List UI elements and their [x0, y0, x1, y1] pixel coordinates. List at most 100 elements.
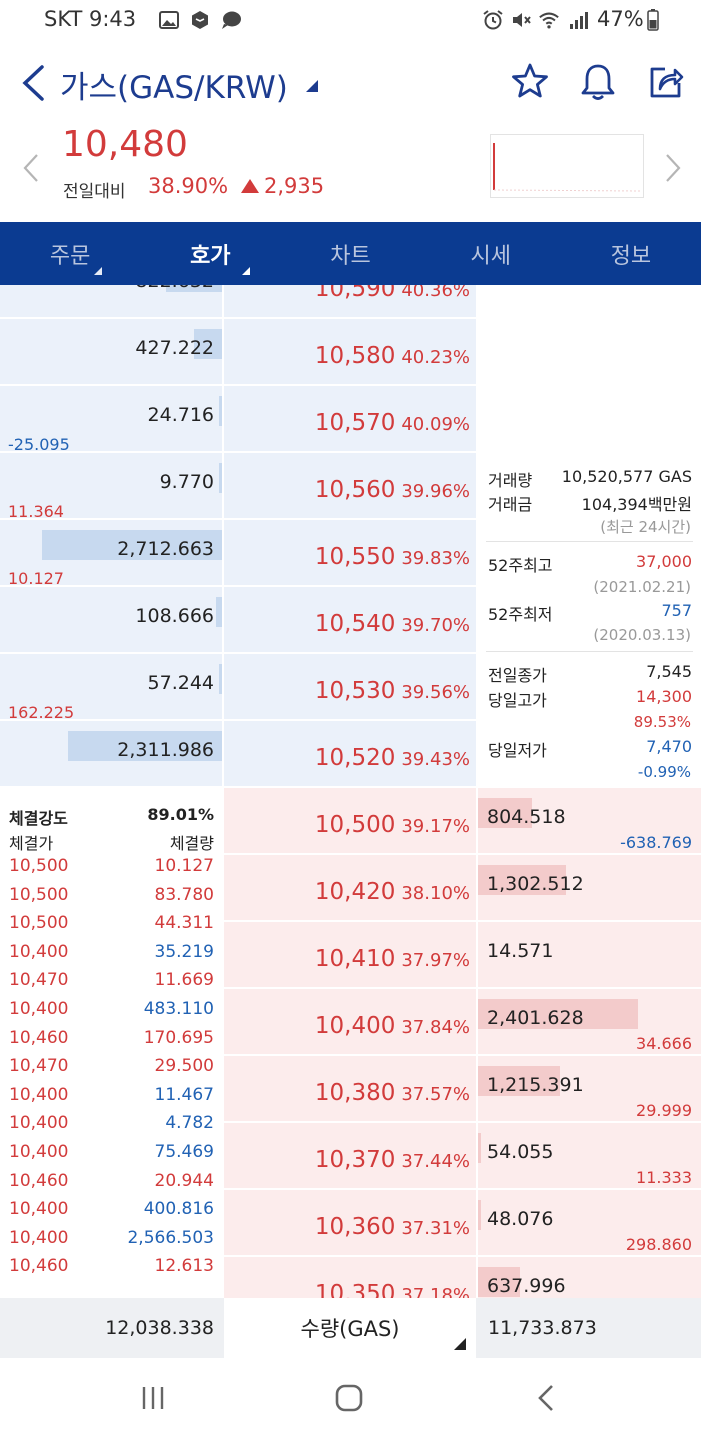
price-cell[interactable]: 10,580 40.23% [224, 319, 476, 384]
volume-bar [219, 463, 222, 493]
price-level: 10,360 37.31% [315, 1214, 470, 1240]
info-day-low-value: 7,470 [646, 737, 692, 756]
price-level: 10,400 37.84% [315, 1013, 470, 1039]
market-title[interactable]: 가스(GAS/KRW) [60, 70, 288, 106]
price-cell[interactable]: 10,400 37.84% [224, 989, 476, 1054]
trade-qty-header: 체결량 [169, 834, 214, 853]
price-level: 10,540 39.70% [315, 611, 470, 637]
info-52w-low-value: 757 [661, 601, 692, 620]
favorite-star-icon[interactable] [510, 62, 550, 104]
tab-order-label: 주문 [49, 243, 91, 269]
price-cell[interactable]: 10,590 40.36% [224, 285, 476, 317]
current-price: 10,480 [62, 124, 188, 165]
tab-chart[interactable]: 차트 [280, 222, 420, 285]
market-dropdown-caret-icon[interactable] [306, 80, 318, 92]
bid-row[interactable]: 10,410 37.97% 14.571 [0, 922, 701, 987]
coin-header [0, 44, 701, 220]
bid-row[interactable]: 10,350 37.18% 637.996 [0, 1257, 701, 1298]
price-cell[interactable]: 10,420 38.10% [224, 855, 476, 920]
order-volume: 48.076 [487, 1208, 554, 1230]
ask-row[interactable]: 427.222 10,580 40.23% [0, 319, 701, 384]
trade-row: 10,500 10.127 [9, 856, 214, 876]
battery-icon [646, 9, 660, 31]
volume-change: 10.127 [8, 569, 64, 588]
nav-back-icon[interactable] [535, 1383, 557, 1417]
ask-volume-cell: 427.222 [0, 319, 222, 384]
price-cell[interactable]: 10,360 37.31% [224, 1190, 476, 1255]
price-cell[interactable]: 10,350 37.18% [224, 1257, 476, 1298]
ask-row[interactable]: 108.666 10,540 39.70% [0, 587, 701, 652]
trade-strength-label: 체결강도 [9, 809, 68, 828]
order-volume: 2,712.663 [117, 538, 214, 560]
ask-total: 12,038.338 [105, 1317, 214, 1339]
trade-price: 10,400 [9, 942, 69, 962]
volume-change: 11.364 [8, 502, 64, 521]
trade-price: 10,400 [9, 1142, 69, 1162]
prev-coin-chevron-icon[interactable] [22, 152, 40, 188]
price-change-percent: 40.23% [401, 347, 470, 368]
info-52w-high-label: 52주최고 [488, 556, 553, 575]
trade-qty: 170.695 [143, 1028, 214, 1048]
home-icon[interactable] [334, 1383, 364, 1417]
volume-bar [219, 396, 222, 426]
ask-row[interactable]: 24.716 -25.095 10,570 40.09% [0, 386, 701, 454]
info-divider [486, 651, 693, 652]
ask-row[interactable]: 9.770 11.364 10,560 39.96% [0, 453, 701, 521]
info-recent-note: (최근 24시간) [600, 518, 691, 536]
alarm-bell-icon[interactable] [579, 62, 617, 106]
ask-row[interactable]: 57.244 162.225 10,530 39.56% [0, 654, 701, 722]
tab-info-label: 정보 [610, 243, 652, 269]
price-cell[interactable]: 10,550 39.83% [224, 520, 476, 585]
bid-row[interactable]: 10,380 37.57% 1,215.391 29.999 [0, 1056, 701, 1121]
gallery-icon [158, 9, 180, 31]
price-change-percent: 39.43% [401, 749, 470, 770]
recent-apps-icon[interactable] [140, 1384, 168, 1416]
ask-row[interactable]: 2,311.986 10,520 39.43% [0, 721, 701, 786]
bid-row[interactable]: 10,500 39.17% 804.518 -638.769 [0, 788, 701, 853]
volume-bar [478, 1267, 520, 1297]
price-change-percent: 39.70% [401, 615, 470, 636]
price-cell[interactable]: 10,380 37.57% [224, 1056, 476, 1121]
bid-row[interactable]: 10,420 38.10% 1,302.512 [0, 855, 701, 920]
price-cell[interactable]: 10,540 39.70% [224, 587, 476, 652]
bid-row[interactable]: 10,400 37.84% 2,401.628 34.666 [0, 989, 701, 1054]
info-volume-label: 거래량 [488, 471, 533, 490]
price-cell[interactable]: 10,570 40.09% [224, 386, 476, 451]
trade-price: 10,500 [9, 885, 69, 905]
bid-volume-cell: 637.996 [478, 1257, 701, 1298]
tab-order[interactable]: 주문 [0, 222, 140, 285]
info-day-high-value: 14,300 [636, 687, 692, 706]
price-cell[interactable]: 10,530 39.56% [224, 654, 476, 719]
ask-row[interactable]: 2,712.663 10.127 10,550 39.83% [0, 520, 701, 588]
price-cell[interactable]: 10,410 37.97% [224, 922, 476, 987]
ask-row[interactable]: 822.632 10,590 40.36% [0, 285, 701, 317]
tab-orderbook[interactable]: 호가 [140, 222, 280, 285]
order-volume: 1,215.391 [487, 1074, 584, 1096]
ask-volume-cell: 2,311.986 [0, 721, 222, 786]
trade-qty: 20.944 [154, 1171, 214, 1191]
price-value: 10,380 [314, 1080, 396, 1106]
market-info-panel: 거래량 10,520,577 GAS 거래금 104,394백만원 (최근 24… [478, 455, 701, 790]
price-cell[interactable]: 10,520 39.43% [224, 721, 476, 786]
price-cell[interactable]: 10,560 39.96% [224, 453, 476, 518]
mini-price-chart[interactable] [490, 134, 644, 198]
tab-info[interactable]: 정보 [561, 222, 701, 285]
price-value: 10,520 [314, 745, 396, 771]
wifi-icon [538, 9, 560, 31]
trade-price: 10,460 [9, 1171, 69, 1191]
order-volume: 54.055 [487, 1141, 554, 1163]
tab-quotes[interactable]: 시세 [421, 222, 561, 285]
share-icon[interactable] [647, 62, 685, 104]
bid-row[interactable]: 10,360 37.31% 48.076 298.860 [0, 1190, 701, 1255]
info-divider [486, 541, 693, 542]
trade-row: 10,400 2,566.503 [9, 1228, 214, 1248]
price-cell[interactable]: 10,370 37.44% [224, 1123, 476, 1188]
back-chevron-icon[interactable] [20, 64, 46, 106]
next-coin-chevron-icon[interactable] [664, 152, 682, 188]
price-cell[interactable]: 10,500 39.17% [224, 788, 476, 853]
bid-row[interactable]: 10,370 37.44% 54.055 11.333 [0, 1123, 701, 1188]
trade-row: 10,400 75.469 [9, 1142, 214, 1162]
up-triangle-icon [241, 179, 259, 193]
unit-selector[interactable]: 수량(GAS) [224, 1298, 476, 1358]
change-label: 전일대비 [63, 182, 126, 202]
